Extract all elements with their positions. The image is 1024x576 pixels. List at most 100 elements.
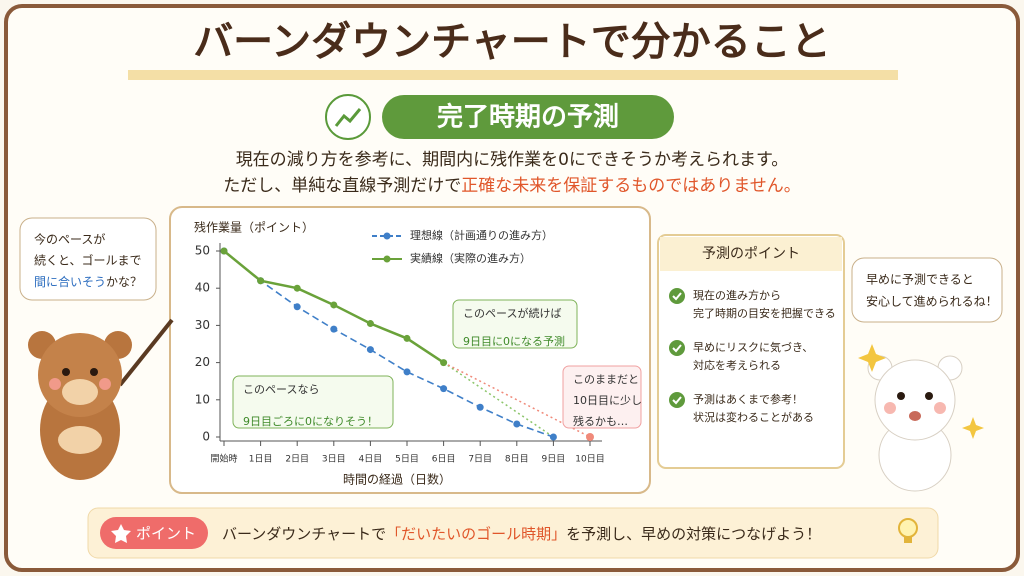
footer-text: バーンダウンチャートで「だいたいのゴール時期」を予測し、早めの対策につなげよう！ [222,525,821,543]
x-tick-label: 4日目 [359,454,383,465]
y-tick-label: 10 [195,392,210,406]
data-point [476,403,484,411]
data-point [293,303,301,311]
x-tick-label: 6日目 [432,454,456,465]
points-panel [657,234,845,469]
intro-emph: 正確な未来を保証するものではありません。 [461,176,801,196]
footer-emph: 「だいたいのゴール時期」 [386,525,566,543]
check-icon [669,288,685,304]
point-text: 完了時期の目安を把握できる [693,306,836,320]
right-bubble [851,257,1003,323]
data-point [330,325,338,333]
data-point [549,433,557,441]
data-point [513,420,521,428]
data-point [366,320,374,328]
y-tick-label: 40 [195,281,210,295]
x-tick-label: 2日目 [285,454,309,465]
x-tick-label: 9日目 [542,454,566,465]
annotation-text: このペースが続けば [463,306,561,320]
legend-dot [383,232,391,240]
bubble-text: かな？ [106,275,142,289]
brown-bear [28,318,174,480]
bubble-text: 早めに予測できると [866,273,974,287]
points-header [660,237,842,271]
annotation-box [452,299,578,349]
x-tick-label: 10日目 [575,454,604,465]
intro-line: 現在の減り方を参考に、期間内に残作業を0にできそうか考えられます。 [236,150,789,170]
points-title: 予測のポイント [702,246,800,262]
x-tick-label: 5日目 [395,454,419,465]
intro-line: ただし、単純な直線予測だけで正確な未来を保証するものではありません。 [223,176,801,196]
x-tick-label: 1日目 [249,454,273,465]
bubble-text: 続くと、ゴールまで [34,253,142,268]
data-point [257,277,265,285]
badge-text: 完了時期の予測 [437,102,619,133]
annotation-text: 9日目ごろに0になりそう！ [243,414,378,428]
check-icon [669,340,685,356]
annotation-text: このままだと [573,373,639,386]
bubble-text: 間に合いそうかな？ [34,274,142,289]
title: バーンダウンチャートで分かること [193,19,831,65]
title-underline [128,70,898,80]
x-tick-label: 3日目 [322,454,346,465]
x-tick-label: 8日目 [505,454,529,465]
data-point [403,368,411,376]
star-icon [111,524,131,543]
x-tick-label: 開始時 [210,453,237,465]
footer-text: バーンダウンチャートで [222,525,386,543]
annotation-box [232,375,394,429]
annotation-box [562,365,642,429]
white-bear [858,344,984,492]
x-tick-label: 7日目 [468,454,492,465]
point-text: 対応を考えられる [693,358,781,372]
bulb-icon [898,518,918,538]
data-point [330,301,338,309]
legend-dot [383,255,391,263]
x-axis-title: 時間の経過（日数） [343,472,451,487]
intro-text: ただし、単純な直線予測だけで [223,176,461,196]
data-point [440,359,448,367]
annotation-text: このペースなら [243,383,319,396]
left-bubble [19,217,157,301]
trend-icon-line [334,108,362,127]
footer-badge-text: ポイント [136,525,196,543]
check-mark [672,344,682,353]
chart-panel [169,206,651,494]
projection-line [443,361,554,438]
data-point [440,385,448,393]
footer-text: を予測し、早めの対策につなげよう！ [566,525,821,543]
point-text: 現在の進み方から [693,288,781,302]
bulb-base [904,537,912,543]
y-tick-label: 0 [202,430,210,444]
bubble-text: 安心して進められるね！ [866,294,998,309]
annotation-text: 残るかも… [573,414,628,428]
check-icon [669,392,685,408]
y-tick-label: 30 [195,318,210,332]
y-axis-title: 残作業量（ポイント） [194,221,314,235]
check-mark [672,292,682,301]
y-tick-label: 50 [195,244,210,258]
badge [382,95,674,139]
annotation-text: 9日目に0になる予測 [463,334,565,348]
legend-label: 理想線（計画通りの進み方） [410,228,553,242]
projection-end [586,433,594,441]
point-text: 早めにリスクに気づき、 [693,340,813,354]
point-text: 予測はあくまで参考！ [693,392,803,406]
y-tick-label: 20 [195,355,210,369]
footer-badge [100,517,208,549]
data-point [366,346,374,354]
trend-icon [325,94,371,140]
data-point [220,247,228,255]
point-text: 状況は変わることがある [693,410,814,424]
annotation-text: 10日目に少し [573,394,642,407]
data-point [293,284,301,292]
footer-bar [87,507,939,559]
series-line [223,250,554,438]
data-point [403,334,411,342]
bubble-emph: 間に合いそう [34,274,106,289]
check-mark [672,396,682,405]
legend-label: 実績線（実際の進み方） [410,251,531,265]
bubble-text: 今のペースが [34,232,105,247]
